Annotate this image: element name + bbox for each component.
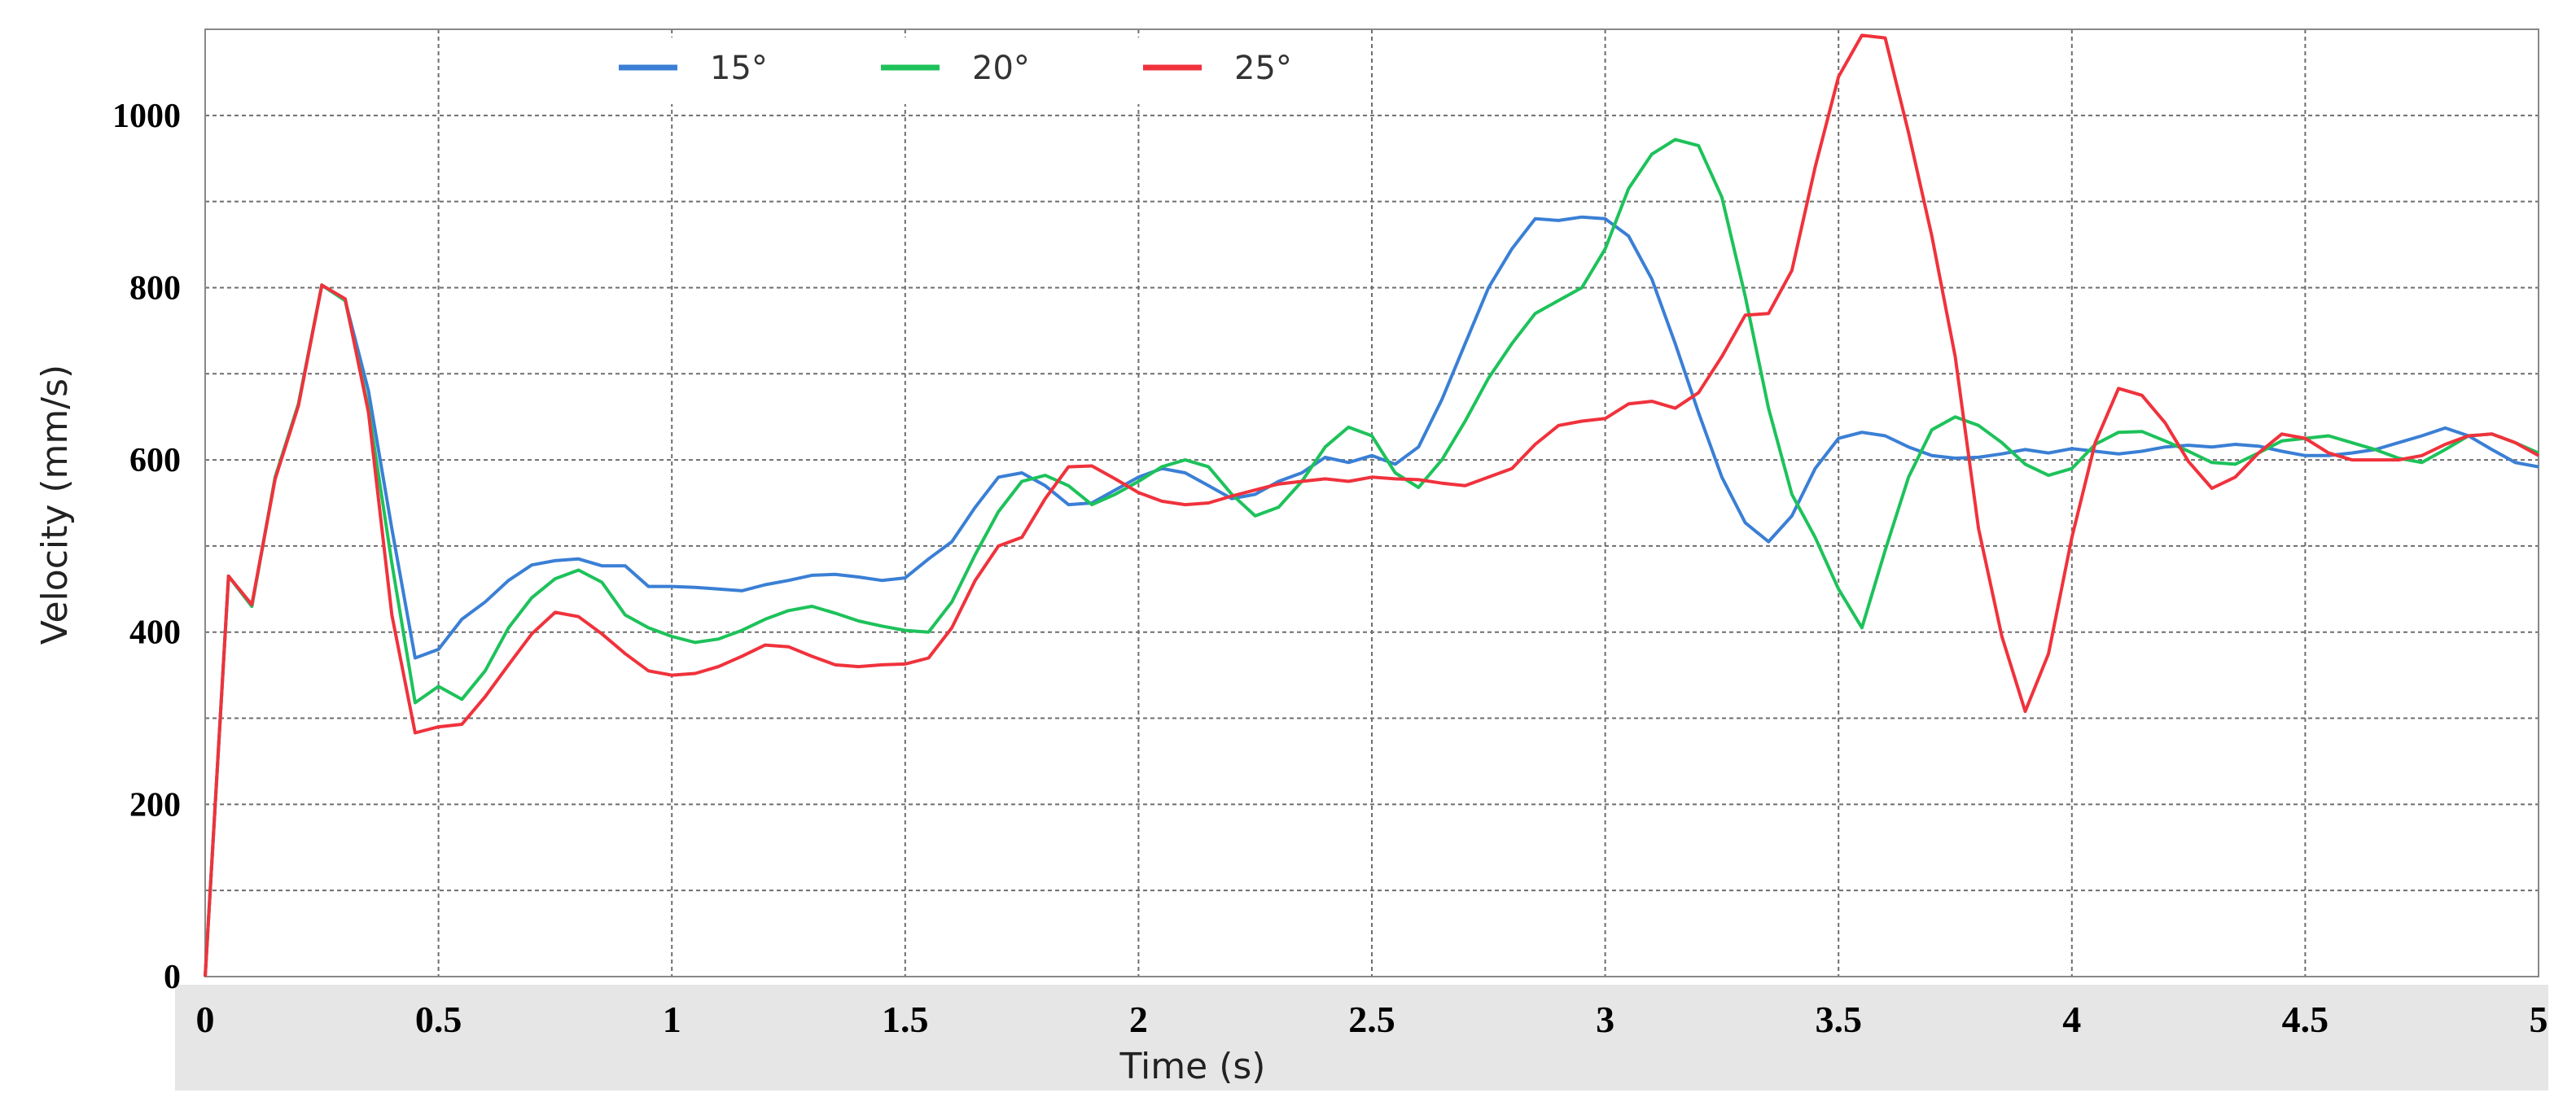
y-tick-label: 800 [129,269,181,307]
series-line [204,215,2539,977]
x-tick-label: 1.5 [882,999,929,1040]
x-tick-label: 0 [196,999,215,1040]
x-tick-label: 3.5 [1815,999,1862,1040]
y-tick-label: 1000 [112,98,181,135]
y-axis-title: Velocity (mm/s) [34,365,76,645]
legend-label: 20° [972,50,1030,87]
x-axis-title: Time (s) [1119,1046,1266,1087]
legend-label: 15° [710,50,768,87]
plot-frame [204,28,2539,977]
x-tick-label: 2 [1129,999,1148,1040]
y-tick-label: 400 [129,614,181,652]
x-axis-band [175,985,2548,1091]
series-line [204,33,2539,977]
x-tick-label: 4.5 [2282,999,2329,1040]
y-tick-label: 200 [129,786,181,824]
legend-label: 25° [1234,50,1292,87]
x-tick-label: 1 [663,999,681,1040]
x-tick-label: 0.5 [415,999,462,1040]
x-tick-label: 2.5 [1348,999,1395,1040]
y-tick-label: 0 [164,959,181,996]
legend-box [570,37,1343,104]
series-line [204,138,2539,977]
x-tick-label: 5 [2530,999,2548,1040]
x-tick-label: 4 [2062,999,2081,1040]
y-tick-label: 600 [129,442,181,479]
x-tick-label: 3 [1596,999,1614,1040]
